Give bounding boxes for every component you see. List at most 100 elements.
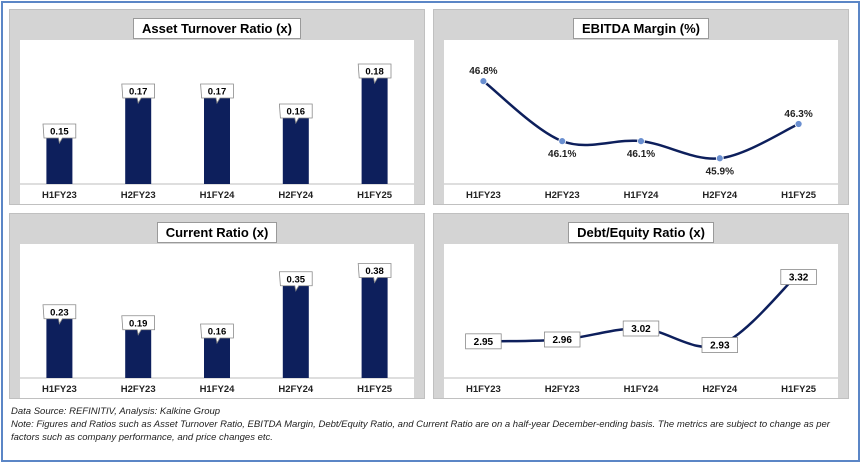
bar (125, 94, 152, 184)
current-ratio-chart: H1FY23 H2FY23 H1FY24 H2FY24 H1FY25 0.23 0.19 0.… (20, 263, 414, 395)
data-label: 0.23 (42, 304, 77, 325)
footer: Data Source: REFINITIV, Analysis: Kalkin… (11, 405, 856, 444)
label-text: 0.17 (208, 87, 227, 98)
label-text: 3.02 (631, 324, 651, 335)
label-box (701, 337, 738, 353)
chart-title: Asset Turnover Ratio (x) (132, 18, 301, 39)
asset-turnover-chart: H1FY23 H2FY23 H1FY24 H2FY24 H1FY25 0.15 0.17 0.… (20, 63, 414, 201)
label-box (544, 331, 581, 348)
data-label: 45.9% (706, 166, 734, 177)
debt-equity-chart: H1FY23 H2FY23 H1FY24 H2FY24 H1FY25 2.95 2.96 3.… (444, 269, 838, 395)
debt-equity-plot: H1FY23 H2FY23 H1FY24 H2FY24 H1FY25 2.95 2.96 3.… (444, 244, 838, 398)
data-label: 46.3% (784, 109, 812, 120)
x-tick-label: H2FY23 (545, 190, 580, 201)
ebitda-margin-chart: H1FY23 H2FY23 H1FY24 H2FY24 H1FY25 46.8% 46.1%… (444, 66, 838, 201)
chart-title: EBITDA Margin (%) (573, 18, 709, 39)
data-source-text: Data Source: REFINITIV, Analysis: Kalkin… (11, 406, 221, 417)
data-label: 0.15 (42, 123, 77, 145)
label-box (357, 263, 392, 284)
data-label: 0.35 (278, 271, 313, 292)
label-box (42, 123, 77, 145)
data-label: 3.32 (780, 269, 817, 285)
x-tick-label: H1FY25 (357, 384, 393, 395)
x-tick-label: H1FY25 (781, 190, 817, 201)
x-tick-label: H1FY23 (466, 190, 501, 201)
x-tick-label: H1FY23 (42, 384, 77, 395)
chart-title: Debt/Equity Ratio (x) (568, 222, 714, 243)
label-text: 2.96 (552, 335, 572, 346)
bar (46, 314, 73, 378)
label-box (780, 269, 817, 285)
label-text: 0.15 (50, 127, 69, 138)
x-tick-label: H2FY24 (702, 384, 738, 395)
data-label: 46.1% (548, 149, 576, 160)
label-text: 0.16 (208, 327, 227, 338)
bar (282, 114, 309, 184)
data-label: 0.16 (278, 103, 313, 125)
data-point (558, 137, 567, 146)
x-tick-label: H1FY24 (624, 190, 660, 201)
debt-equity-panel: Debt/Equity Ratio (x) H1FY23 H2FY23 H1FY24… (433, 213, 849, 399)
dashboard-frame: Asset Turnover Ratio (x) H1FY23 H2FY23 H1F… (1, 1, 860, 462)
x-tick-label: H2FY23 (545, 384, 580, 395)
current-ratio-panel: Current Ratio (x) H1FY23 H2FY23 H1FY24 H2FY… (9, 213, 425, 399)
x-tick-label: H2FY23 (121, 384, 156, 395)
x-tick-label: H1FY24 (200, 190, 236, 201)
label-box (278, 103, 313, 125)
asset-turnover-panel: Asset Turnover Ratio (x) H1FY23 H2FY23 H1F… (9, 9, 425, 205)
label-box (622, 320, 660, 337)
bar (204, 94, 230, 184)
label-text: 0.35 (287, 274, 306, 285)
data-label: 0.17 (121, 83, 155, 105)
label-box (42, 304, 77, 325)
label-text: 0.38 (365, 266, 384, 277)
x-tick-label: H2FY24 (278, 190, 314, 201)
note-text: Note: Figures and Ratios such as Asset T… (11, 419, 830, 443)
series-line (482, 80, 800, 160)
data-label: 0.17 (200, 83, 234, 105)
data-label: 46.8% (469, 66, 497, 77)
label-text: 0.18 (365, 67, 384, 78)
data-point (637, 137, 645, 146)
bar (282, 281, 309, 378)
data-label: 46.1% (627, 149, 655, 160)
data-label: 0.18 (357, 63, 392, 85)
x-tick-label: H1FY23 (42, 190, 77, 201)
data-label: 0.16 (200, 323, 234, 345)
x-tick-label: H1FY25 (781, 384, 817, 395)
label-box (200, 83, 234, 105)
data-point (479, 77, 488, 86)
asset-turnover-plot: H1FY23 H2FY23 H1FY24 H2FY24 H1FY25 0.15 0.17 0.… (20, 40, 414, 204)
label-box (357, 63, 392, 85)
label-text: 0.17 (129, 87, 148, 98)
label-box (200, 323, 234, 345)
data-point (794, 120, 803, 128)
label-text: 0.23 (50, 307, 69, 318)
label-text: 2.95 (474, 337, 494, 348)
data-label: 2.96 (544, 331, 581, 348)
label-text: 0.19 (129, 318, 148, 329)
x-tick-label: H1FY23 (466, 384, 501, 395)
bar (361, 273, 388, 378)
label-text: 2.93 (710, 341, 730, 352)
label-box (278, 271, 313, 292)
data-label: 0.38 (357, 263, 392, 284)
data-label: 2.93 (701, 337, 738, 353)
label-text: 3.32 (789, 273, 809, 284)
x-tick-label: H2FY23 (121, 190, 156, 201)
data-label: 0.19 (121, 315, 155, 336)
x-tick-label: H2FY24 (278, 384, 314, 395)
chart-title: Current Ratio (x) (156, 222, 278, 243)
ebitda-margin-panel: EBITDA Margin (%) H1FY23 H2FY23 H1FY24 H2FY… (433, 9, 849, 205)
x-tick-label: H1FY24 (200, 384, 236, 395)
x-tick-label: H1FY24 (624, 384, 660, 395)
x-tick-label: H1FY25 (357, 190, 393, 201)
data-label: 2.95 (465, 333, 502, 350)
label-text: 0.16 (287, 107, 306, 118)
data-label: 3.02 (622, 320, 660, 337)
data-point (715, 154, 724, 163)
ebitda-margin-plot: H1FY23 H2FY23 H1FY24 H2FY24 H1FY25 46.8% 46.1%… (444, 40, 838, 204)
bar (361, 74, 388, 184)
current-ratio-plot: H1FY23 H2FY23 H1FY24 H2FY24 H1FY25 0.23 0.19 0.… (20, 244, 414, 398)
label-box (121, 315, 155, 336)
